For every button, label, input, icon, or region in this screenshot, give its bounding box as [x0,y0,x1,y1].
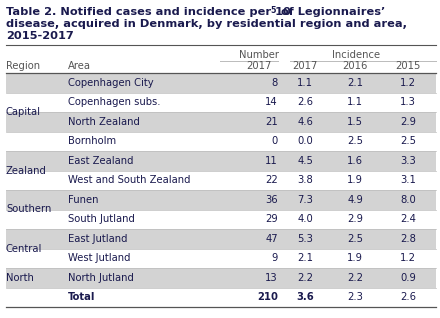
Text: West Jutland: West Jutland [68,253,131,263]
Text: 9: 9 [271,253,278,263]
Text: 14: 14 [265,97,278,107]
Text: 1.9: 1.9 [347,253,363,263]
Text: 2.5: 2.5 [400,136,416,146]
Text: 8.0: 8.0 [400,195,416,205]
Text: 0.9: 0.9 [400,273,416,283]
Text: 2017: 2017 [292,61,318,71]
Text: 2.9: 2.9 [400,117,416,127]
Text: 29: 29 [265,214,278,224]
Text: 2.4: 2.4 [400,214,416,224]
Text: 1.2: 1.2 [400,78,416,88]
Bar [6,112,436,132]
Text: 1.5: 1.5 [347,117,363,127]
Text: 1.6: 1.6 [347,156,363,166]
Text: Central: Central [6,244,42,253]
Bar [6,132,436,151]
Text: Funen: Funen [68,195,99,205]
Text: 3.6: 3.6 [296,292,314,302]
Text: 1.9: 1.9 [347,175,363,185]
Text: South Jutland: South Jutland [68,214,135,224]
Text: 2.5: 2.5 [347,136,363,146]
Bar [6,170,436,190]
Text: 2015-2017: 2015-2017 [6,31,74,41]
Text: Incidence: Incidence [333,50,381,60]
Text: 47: 47 [265,234,278,244]
Text: Area: Area [68,61,91,71]
Text: 2.1: 2.1 [297,253,313,263]
Text: East Zealand: East Zealand [68,156,133,166]
Text: 3.1: 3.1 [400,175,416,185]
Text: 1.1: 1.1 [347,97,363,107]
Text: 11: 11 [265,156,278,166]
Text: 2.2: 2.2 [297,273,313,283]
Text: 3.8: 3.8 [297,175,313,185]
Text: 210: 210 [257,292,278,302]
Text: Region: Region [6,61,40,71]
Text: Capital: Capital [6,107,41,117]
Bar [6,268,436,287]
Text: 2.9: 2.9 [347,214,363,224]
Text: North Jutland: North Jutland [68,273,134,283]
Text: 4.6: 4.6 [297,117,313,127]
Text: North: North [6,273,34,283]
Text: 1.1: 1.1 [297,78,313,88]
Text: 2.6: 2.6 [400,292,416,302]
Text: 5: 5 [270,6,275,15]
Text: 2017: 2017 [246,61,271,71]
Text: 7.3: 7.3 [297,195,313,205]
Text: 22: 22 [265,175,278,185]
Text: 3.3: 3.3 [400,156,416,166]
Bar [6,210,436,229]
Text: West and South Zealand: West and South Zealand [68,175,191,185]
Text: Copenhagen subs.: Copenhagen subs. [68,97,161,107]
Text: 4.0: 4.0 [297,214,313,224]
Text: Total: Total [68,292,95,302]
Text: 5.3: 5.3 [297,234,313,244]
Text: 21: 21 [265,117,278,127]
Text: Copenhagen City: Copenhagen City [68,78,154,88]
Text: Southern: Southern [6,204,51,215]
Bar [6,287,436,307]
Text: 0.0: 0.0 [297,136,313,146]
Bar [6,93,436,112]
Text: 2.1: 2.1 [347,78,363,88]
Text: North Zealand: North Zealand [68,117,140,127]
Text: 2.5: 2.5 [347,234,363,244]
Text: of Legionnaires’: of Legionnaires’ [277,7,385,17]
Text: 1.3: 1.3 [400,97,416,107]
Text: 2015: 2015 [395,61,421,71]
Bar [6,151,436,170]
Text: Table 2. Notified cases and incidence per 10: Table 2. Notified cases and incidence pe… [6,7,291,17]
Text: 13: 13 [265,273,278,283]
Text: 36: 36 [265,195,278,205]
Text: 4.9: 4.9 [347,195,363,205]
Text: 0: 0 [272,136,278,146]
Text: 2.8: 2.8 [400,234,416,244]
Text: 2.3: 2.3 [347,292,363,302]
Bar [6,73,436,93]
Text: East Jutland: East Jutland [68,234,128,244]
Text: Bornholm: Bornholm [68,136,116,146]
Bar [6,229,436,248]
Text: 8: 8 [272,78,278,88]
Bar [6,190,436,210]
Text: 2.6: 2.6 [297,97,313,107]
Text: Number: Number [239,50,279,60]
Text: 2016: 2016 [342,61,368,71]
Text: disease, acquired in Denmark, by residential region and area,: disease, acquired in Denmark, by residen… [6,19,407,29]
Text: Zealand: Zealand [6,165,47,176]
Text: 1.2: 1.2 [400,253,416,263]
Text: 2.2: 2.2 [347,273,363,283]
Bar [6,248,436,268]
Text: 4.5: 4.5 [297,156,313,166]
